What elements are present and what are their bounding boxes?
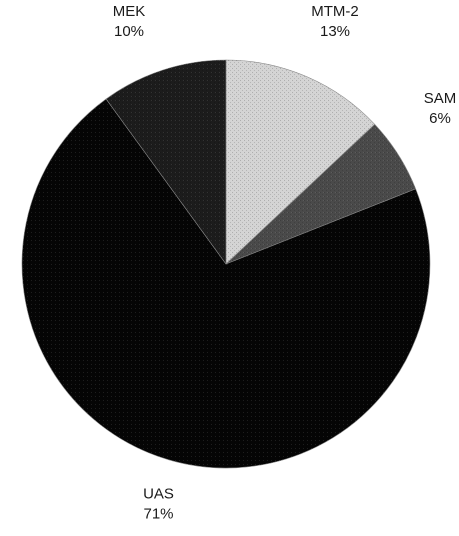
pie-slice-texture-mek — [106, 60, 226, 264]
pie-slice-texture-sam — [226, 124, 416, 264]
slice-value-sam: 6% — [429, 110, 451, 127]
pie-slice-texture-mtm-2 — [226, 60, 375, 264]
slice-label-mtm-2: MTM-2 — [311, 3, 359, 20]
slice-value-mek: 10% — [114, 23, 144, 40]
pie-labels: MTM-2 13% SAM 6% UAS 71% MEK 10% — [113, 3, 457, 522]
slice-label-uas: UAS — [143, 485, 174, 502]
slice-label-mek: MEK — [113, 3, 146, 20]
pie-slices — [21, 59, 431, 469]
slice-label-sam: SAM — [424, 90, 457, 107]
pie-slice-texture-uas — [21, 98, 430, 469]
slice-value-uas: 71% — [143, 505, 173, 522]
slice-value-mtm-2: 13% — [320, 23, 350, 40]
